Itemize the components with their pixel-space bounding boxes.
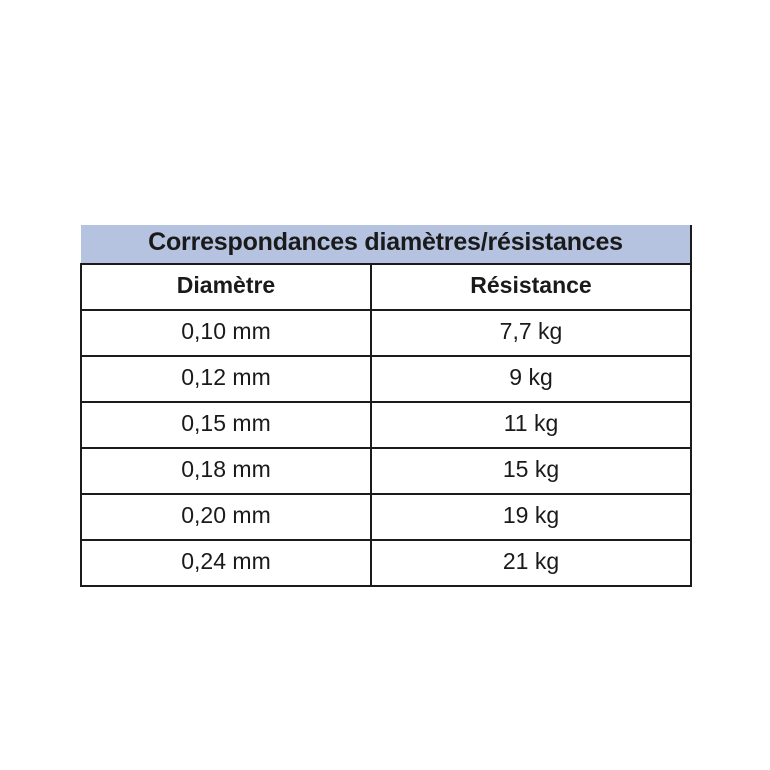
column-header-diameter: Diamètre: [80, 263, 372, 311]
table-row: 0,15 mm 11 kg: [80, 401, 693, 449]
cell-diameter: 0,10 mm: [80, 309, 372, 357]
diameter-resistance-table: Correspondances diamètres/résistances Di…: [80, 225, 693, 587]
column-header-resistance: Résistance: [369, 263, 693, 311]
cell-diameter: 0,15 mm: [80, 401, 372, 449]
cell-resistance: 9 kg: [369, 355, 693, 403]
cell-diameter: 0,20 mm: [80, 493, 372, 541]
table-title: Correspondances diamètres/résistances: [81, 225, 693, 264]
cell-resistance: 11 kg: [369, 401, 693, 449]
table-row: 0,18 mm 15 kg: [80, 447, 693, 495]
cell-resistance: 21 kg: [369, 539, 693, 587]
cell-resistance: 7,7 kg: [369, 309, 693, 357]
table-header-row: Diamètre Résistance: [80, 263, 693, 311]
cell-resistance: 15 kg: [369, 447, 693, 495]
cell-resistance: 19 kg: [369, 493, 693, 541]
table-body: Correspondances diamètres/résistances Di…: [80, 225, 693, 587]
cell-diameter: 0,24 mm: [80, 539, 372, 587]
table-row: 0,20 mm 19 kg: [80, 493, 693, 541]
diameter-resistance-table-container: Correspondances diamètres/résistances Di…: [80, 225, 693, 587]
table-row: 0,24 mm 21 kg: [80, 539, 693, 587]
table-row: 0,12 mm 9 kg: [80, 355, 693, 403]
cell-diameter: 0,12 mm: [80, 355, 372, 403]
table-title-row: Correspondances diamètres/résistances: [81, 225, 693, 264]
table-row: 0,10 mm 7,7 kg: [80, 309, 693, 357]
cell-diameter: 0,18 mm: [80, 447, 372, 495]
